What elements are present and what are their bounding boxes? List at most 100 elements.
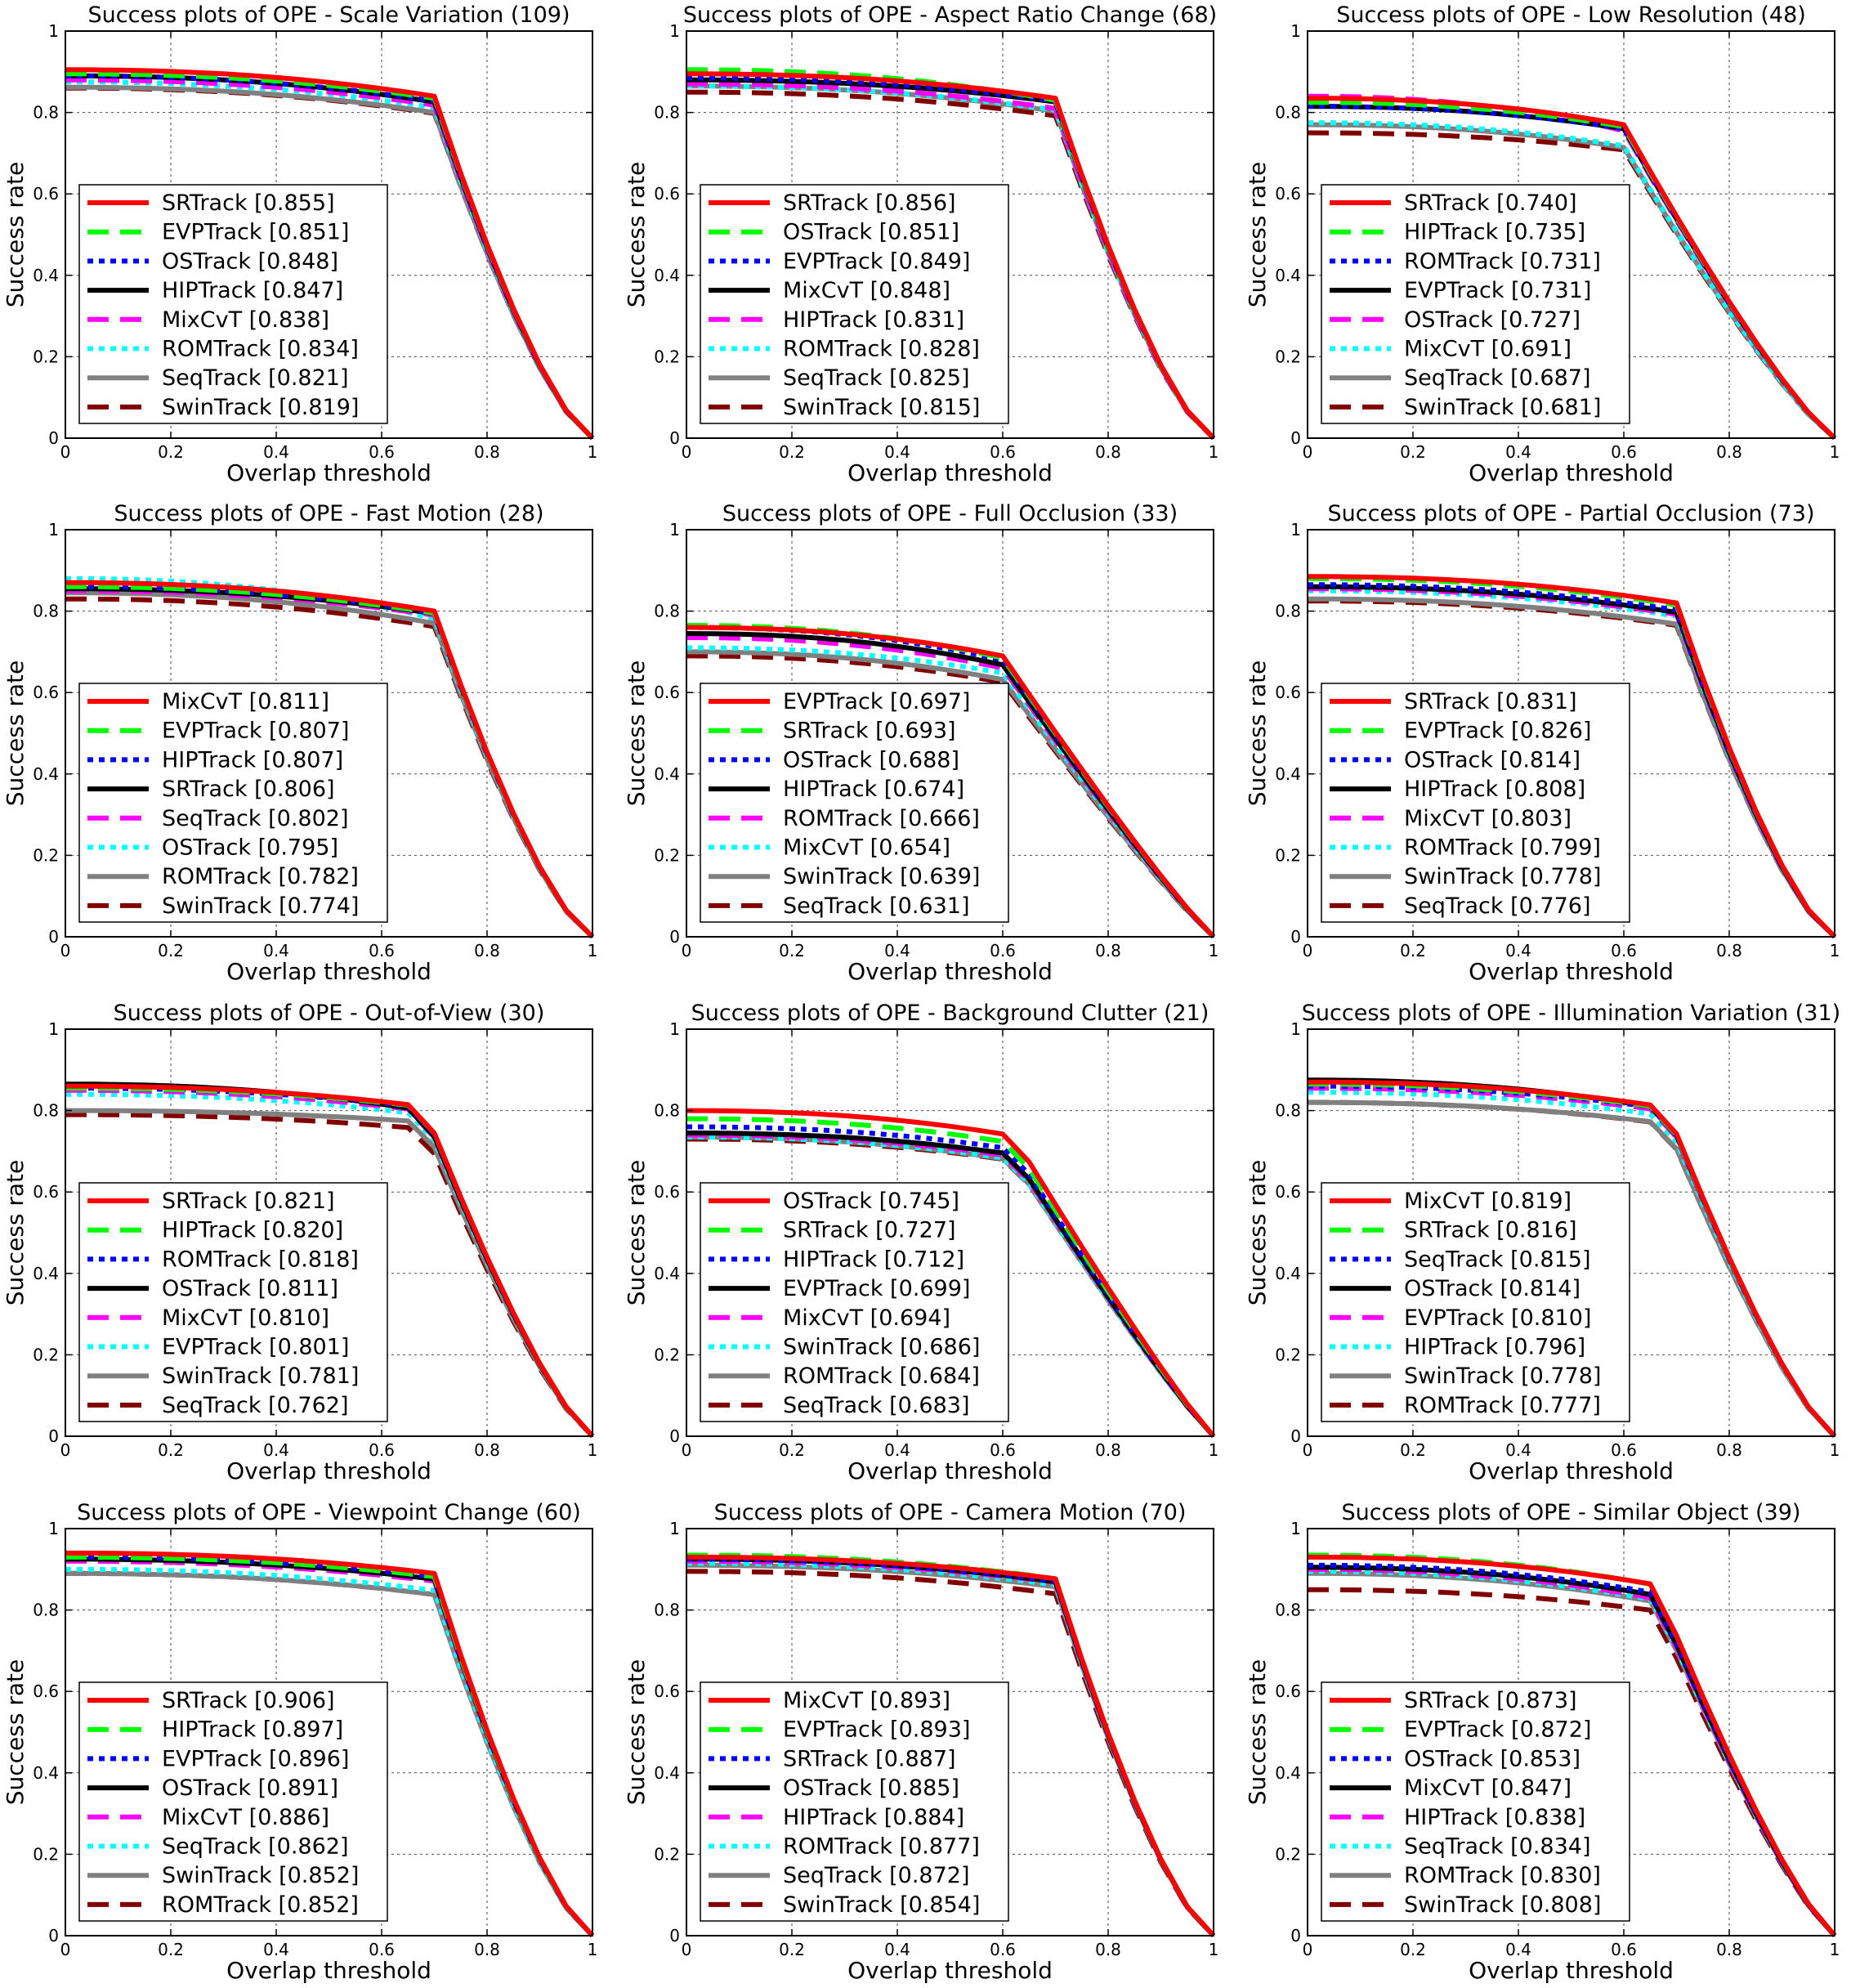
legend-entry: MixCvT [0.847] xyxy=(1404,1775,1572,1801)
y-tick-label: 0.8 xyxy=(1275,1101,1301,1121)
series-line-mixcvt xyxy=(1307,120,1837,441)
legend-entry: SRTrack [0.906] xyxy=(162,1688,335,1713)
legend-entry: OSTrack [0.891] xyxy=(162,1775,338,1801)
legend-entry: ROMTrack [0.818] xyxy=(162,1247,359,1272)
legend-entry: EVPTrack [0.896] xyxy=(162,1746,349,1771)
y-tick-label: 0.8 xyxy=(33,602,59,621)
legend-entry: OSTrack [0.745] xyxy=(783,1189,959,1214)
y-tick-label: 1 xyxy=(669,520,680,540)
y-tick-label: 0.6 xyxy=(654,1182,680,1202)
y-tick-label: 0.6 xyxy=(654,1681,680,1701)
x-axis-label: Overlap threshold xyxy=(1469,1457,1674,1484)
y-tick-label: 0.2 xyxy=(33,347,59,366)
success-plot-panel: Success plots of OPE - Partial Occlusion… xyxy=(1244,501,1840,985)
y-tick-label: 0.8 xyxy=(654,1101,680,1121)
legend-box xyxy=(1321,1182,1630,1422)
legend-entry: EVPTrack [0.801] xyxy=(162,1335,349,1360)
series-line-seqtrack xyxy=(65,1112,595,1439)
legend-entry: OSTrack [0.885] xyxy=(783,1775,959,1801)
legend-box xyxy=(78,184,388,424)
axes-frame xyxy=(686,1028,1214,1437)
y-tick-label: 1 xyxy=(669,1519,680,1538)
x-tick-label: 0 xyxy=(60,941,71,960)
x-tick-label: 1 xyxy=(1209,442,1219,462)
legend-entry: OSTrack [0.814] xyxy=(1404,1276,1581,1301)
y-tick-label: 0.8 xyxy=(654,1601,680,1620)
y-tick-label: 0.6 xyxy=(1275,1681,1301,1701)
x-tick-label: 1 xyxy=(1830,1440,1840,1460)
success-plot-panel: Success plots of OPE - Illumination Vari… xyxy=(1244,1001,1840,1484)
success-plot-panel: Success plots of OPE - Scale Variation (… xyxy=(2,2,597,486)
y-tick-label: 0.4 xyxy=(1275,1763,1301,1783)
legend-entry: MixCvT [0.886] xyxy=(162,1805,329,1830)
x-tick-label: 0.6 xyxy=(990,1940,1016,1959)
series-line-evptrack xyxy=(686,75,1216,441)
y-tick-label: 1 xyxy=(48,1519,59,1538)
legend-box xyxy=(1321,683,1630,923)
series-line-mixcvt xyxy=(686,1554,1216,1938)
y-tick-label: 0.6 xyxy=(33,683,59,702)
x-tick-label: 1 xyxy=(1209,1940,1219,1959)
legend-entry: MixCvT [0.803] xyxy=(1404,806,1572,831)
y-tick-label: 0.2 xyxy=(33,1345,59,1364)
axes-frame xyxy=(1307,529,1835,938)
y-tick-label: 0.8 xyxy=(33,1101,59,1121)
legend-entry: HIPTrack [0.808] xyxy=(1404,777,1585,802)
legend-entry: SRTrack [0.727] xyxy=(783,1218,956,1243)
series-line-srtrack xyxy=(1307,1554,1837,1937)
legend-entry: EVPTrack [0.849] xyxy=(783,248,970,274)
y-tick-label: 0.8 xyxy=(33,103,59,123)
y-tick-label: 0.8 xyxy=(1275,1601,1301,1620)
y-tick-label: 0.2 xyxy=(33,1844,59,1864)
y-tick-label: 0.2 xyxy=(654,845,680,865)
legend-entry: SwinTrack [0.808] xyxy=(1404,1892,1601,1918)
x-tick-label: 0.4 xyxy=(1505,1440,1531,1460)
y-tick-label: 1 xyxy=(1290,520,1301,540)
y-tick-label: 0.8 xyxy=(33,1601,59,1620)
x-tick-label: 1 xyxy=(588,941,598,960)
y-tick-label: 0 xyxy=(669,1926,680,1945)
legend-entry: SeqTrack [0.862] xyxy=(162,1834,349,1860)
y-tick-label: 0 xyxy=(669,1426,680,1446)
legend-entry: SwinTrack [0.852] xyxy=(162,1863,359,1888)
series-line-evptrack xyxy=(686,625,1216,939)
x-tick-label: 0 xyxy=(60,1940,71,1959)
x-tick-label: 0.8 xyxy=(1716,442,1742,462)
x-tick-label: 0.8 xyxy=(1095,1940,1121,1959)
legend-entry: MixCvT [0.810] xyxy=(162,1305,329,1331)
legend-entry: SwinTrack [0.686] xyxy=(783,1335,980,1360)
legend-entry: MixCvT [0.654] xyxy=(783,835,950,861)
y-tick-label: 0.2 xyxy=(654,347,680,366)
y-tick-label: 0 xyxy=(669,927,680,947)
x-tick-label: 0.4 xyxy=(884,442,910,462)
x-tick-label: 1 xyxy=(588,1940,598,1959)
x-tick-label: 0.4 xyxy=(263,941,289,960)
y-tick-label: 0.6 xyxy=(33,184,59,204)
x-tick-label: 0.2 xyxy=(158,442,184,462)
legend-box xyxy=(78,1182,388,1422)
y-tick-label: 0.8 xyxy=(654,103,680,123)
x-tick-label: 0.2 xyxy=(779,442,805,462)
legend-entry: SRTrack [0.831] xyxy=(1404,689,1577,714)
legend-entry: EVPTrack [0.810] xyxy=(1404,1305,1591,1331)
axes-frame xyxy=(1307,1028,1835,1437)
x-tick-label: 0 xyxy=(1303,1440,1313,1460)
legend-entry: MixCvT [0.838] xyxy=(162,307,329,333)
chart-title: Success plots of OPE - Out-of-View (30) xyxy=(114,1001,545,1026)
x-tick-label: 1 xyxy=(588,442,598,462)
x-tick-label: 0.6 xyxy=(990,1440,1016,1460)
x-tick-label: 0.2 xyxy=(158,941,184,960)
y-tick-label: 0.4 xyxy=(1275,1264,1301,1283)
legend-entry: SeqTrack [0.683] xyxy=(783,1393,970,1418)
y-tick-label: 0 xyxy=(1290,927,1301,947)
x-tick-label: 0 xyxy=(1303,442,1313,462)
x-axis-label: Overlap threshold xyxy=(226,1457,431,1484)
legend-entry: SRTrack [0.806] xyxy=(162,777,335,802)
x-tick-label: 0.8 xyxy=(474,442,500,462)
y-tick-label: 0 xyxy=(48,927,59,947)
legend-entry: HIPTrack [0.838] xyxy=(1404,1805,1585,1830)
legend-entry: ROMTrack [0.834] xyxy=(162,337,359,362)
x-tick-label: 0.8 xyxy=(1716,1440,1742,1460)
legend-entry: ROMTrack [0.666] xyxy=(783,806,980,831)
y-axis-label: Success rate xyxy=(1244,162,1271,308)
